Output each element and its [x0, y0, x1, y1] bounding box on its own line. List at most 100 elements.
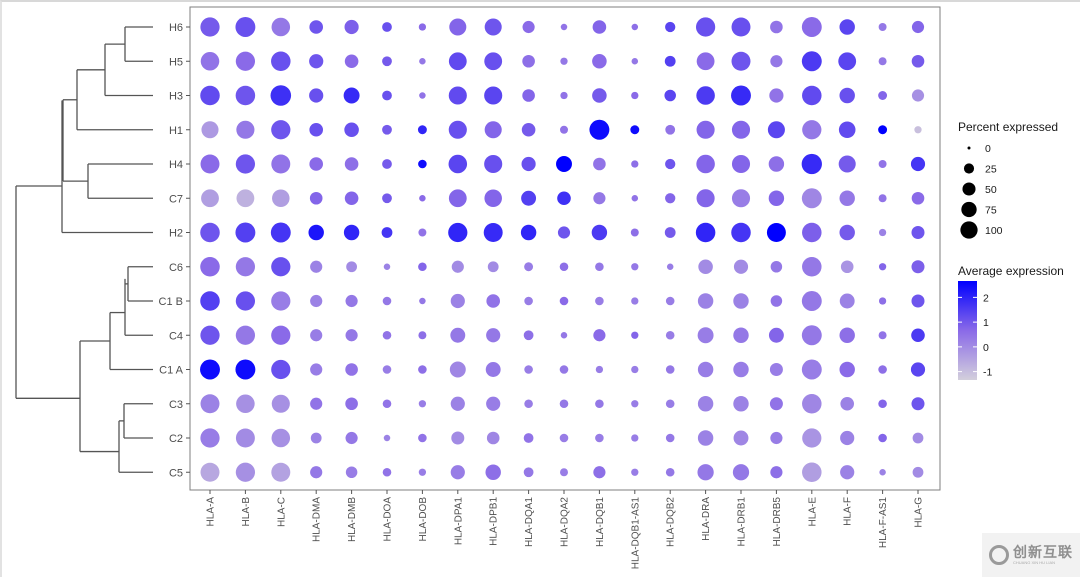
dot: [696, 189, 715, 208]
dot: [733, 430, 749, 446]
dot: [235, 291, 256, 311]
y-tick-label: H5: [169, 56, 183, 68]
dot: [309, 157, 324, 171]
dot: [595, 262, 604, 272]
dot: [731, 85, 751, 106]
dot: [593, 329, 606, 342]
dot: [235, 359, 256, 380]
dot: [200, 462, 220, 482]
dot: [343, 224, 360, 241]
color-legend-label: 1: [983, 317, 989, 329]
dot: [450, 465, 465, 480]
dot: [521, 190, 537, 206]
dot: [878, 331, 887, 340]
dot: [878, 228, 887, 237]
size-legend-dot: [961, 201, 977, 218]
dot: [556, 156, 572, 172]
dot: [731, 120, 751, 139]
dot: [200, 394, 220, 414]
dot: [910, 156, 926, 172]
size-legend: 0 25 50 75 100: [960, 143, 1003, 239]
dot: [878, 297, 887, 305]
dot: [697, 361, 714, 378]
dot: [801, 325, 822, 346]
dot: [522, 54, 535, 68]
dot: [631, 468, 639, 476]
size-legend-label: 25: [985, 164, 997, 176]
dot: [559, 433, 569, 443]
dot: [235, 154, 256, 174]
x-tick-label: HLA-DOB: [418, 497, 429, 542]
dot: [383, 263, 391, 271]
color-legend-label: -1: [983, 367, 992, 379]
dot: [382, 159, 392, 169]
dot: [345, 466, 358, 478]
dot: [484, 154, 503, 174]
dot: [878, 23, 887, 31]
dot: [696, 154, 715, 174]
dot: [911, 20, 925, 34]
dot: [486, 431, 500, 445]
dot: [769, 397, 783, 411]
watermark-text: 创新互联: [1013, 544, 1073, 560]
dot: [731, 17, 751, 37]
dot: [801, 153, 822, 175]
dot: [382, 22, 392, 32]
x-tick-label: HLA-F-AS1: [878, 497, 889, 549]
dot: [695, 17, 716, 37]
dot: [308, 224, 324, 241]
x-tick-label: HLA-DQB1-AS1: [630, 497, 641, 570]
dot: [665, 158, 676, 170]
dot: [878, 365, 887, 374]
dot: [557, 226, 571, 239]
x-tick-label: HLA-E: [807, 497, 818, 527]
x-tick-label: HLA-DQB2: [666, 497, 677, 547]
dot: [732, 464, 750, 481]
dot: [235, 17, 256, 37]
dot: [270, 222, 291, 243]
y-tick-label: C1 A: [159, 365, 184, 377]
dot: [770, 261, 783, 273]
dot: [451, 431, 465, 445]
dot: [310, 466, 323, 479]
dot: [665, 296, 675, 306]
dot: [911, 191, 925, 205]
dot: [486, 396, 501, 411]
dot: [524, 365, 533, 374]
y-tick-label: H1: [169, 125, 183, 137]
dot: [559, 296, 569, 306]
color-legend-label: 0: [983, 342, 989, 354]
watermark-subtext: CHUANG XIN HU LIAN: [1013, 560, 1056, 565]
dot: [521, 122, 536, 137]
dot: [912, 432, 924, 444]
dot: [769, 362, 783, 377]
dot: [560, 331, 568, 339]
dot: [664, 89, 676, 102]
dot: [418, 400, 427, 408]
x-tick-label: HLA-C: [276, 497, 287, 527]
dot: [878, 160, 887, 168]
dot: [878, 91, 888, 100]
dot: [696, 120, 715, 139]
size-legend-label: 50: [985, 184, 997, 196]
dot: [486, 294, 501, 308]
dot: [200, 359, 220, 380]
dot: [448, 52, 467, 71]
dot: [270, 85, 292, 106]
dot: [484, 18, 502, 36]
dot: [802, 85, 822, 106]
dot: [592, 53, 607, 69]
dot: [344, 157, 359, 171]
dot: [665, 330, 675, 340]
dot: [665, 124, 676, 135]
dot: [236, 394, 255, 414]
dot: [271, 154, 291, 174]
dot: [630, 125, 640, 135]
dot: [560, 125, 568, 134]
dot: [485, 362, 501, 377]
dot: [448, 154, 468, 174]
y-tick-label: C1 B: [159, 296, 183, 308]
dot: [310, 329, 323, 342]
